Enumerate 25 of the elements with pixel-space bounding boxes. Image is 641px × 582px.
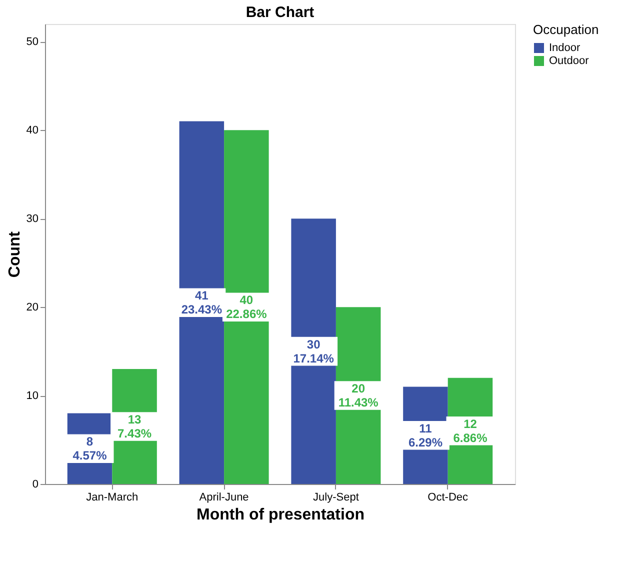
y-tick-label: 0	[32, 478, 38, 490]
y-tick-label: 30	[26, 213, 38, 226]
text: 11 6.29%	[408, 421, 442, 450]
text: 30 17.14%	[293, 337, 334, 366]
y-tick-label: 50	[26, 36, 38, 48]
x-tick-label: Oct-Dec	[428, 492, 469, 504]
text: 12 6.86%	[453, 416, 488, 445]
x-tick-label: July-Sept	[313, 492, 359, 504]
x-axis-title: Month of presentation	[196, 506, 364, 524]
y-axis-title: Count	[6, 230, 24, 278]
y-tick-label: 40	[26, 124, 38, 137]
chart-title: Bar Chart	[246, 4, 314, 21]
text: 41 23.43%	[181, 288, 222, 317]
legend-label: Indoor	[549, 42, 581, 54]
text: 20 11.43%	[338, 382, 378, 410]
text: 40 22.86%	[226, 293, 267, 322]
x-tick-label: April-June	[199, 492, 249, 504]
text: 13 7.43%	[118, 412, 152, 440]
legend-label: Outdoor	[549, 55, 590, 67]
text: 8 4.57%	[72, 434, 107, 463]
bar	[179, 121, 224, 484]
y-tick-label: 20	[26, 302, 38, 314]
x-tick-label: Jan-March	[86, 492, 138, 504]
y-tick-label: 10	[26, 390, 38, 402]
legend-title: Occupation	[533, 22, 599, 37]
